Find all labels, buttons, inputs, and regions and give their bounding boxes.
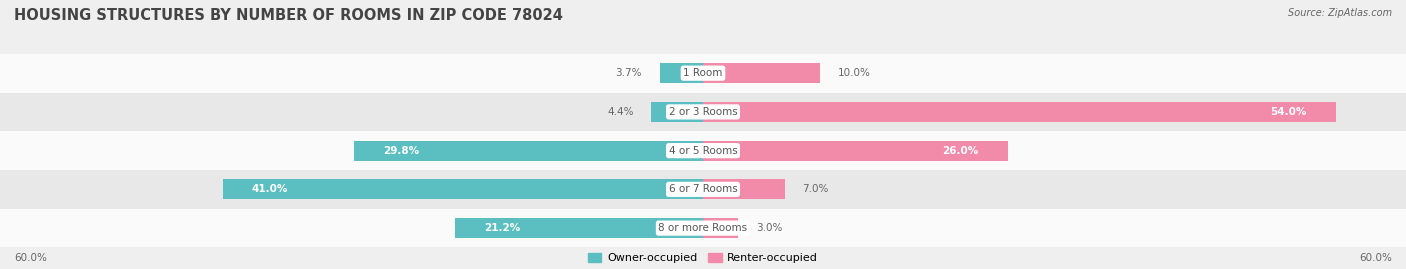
Text: 29.8%: 29.8% (382, 146, 419, 156)
Bar (703, 102, 1336, 122)
Bar (0, 131, 1406, 170)
Text: 10.0%: 10.0% (838, 68, 870, 78)
Bar (454, 218, 703, 238)
Bar (0, 93, 1406, 131)
Text: 1 Room: 1 Room (683, 68, 723, 78)
Text: 6 or 7 Rooms: 6 or 7 Rooms (669, 184, 737, 194)
Text: 4 or 5 Rooms: 4 or 5 Rooms (669, 146, 737, 156)
Text: HOUSING STRUCTURES BY NUMBER OF ROOMS IN ZIP CODE 78024: HOUSING STRUCTURES BY NUMBER OF ROOMS IN… (14, 8, 562, 23)
Text: 60.0%: 60.0% (1360, 253, 1392, 263)
Bar (354, 141, 703, 161)
Text: 3.0%: 3.0% (756, 223, 782, 233)
Bar (703, 218, 738, 238)
Text: 26.0%: 26.0% (942, 146, 979, 156)
Text: 41.0%: 41.0% (252, 184, 288, 194)
Bar (0, 209, 1406, 247)
Text: 60.0%: 60.0% (14, 253, 46, 263)
Legend: Owner-occupied, Renter-occupied: Owner-occupied, Renter-occupied (588, 253, 818, 263)
Text: 4.4%: 4.4% (607, 107, 634, 117)
Bar (703, 179, 785, 199)
Bar (659, 63, 703, 83)
Bar (0, 170, 1406, 209)
Bar (651, 102, 703, 122)
Bar (703, 141, 1008, 161)
Text: 21.2%: 21.2% (484, 223, 520, 233)
Bar (222, 179, 703, 199)
Bar (0, 54, 1406, 93)
Text: Source: ZipAtlas.com: Source: ZipAtlas.com (1288, 8, 1392, 18)
Bar (703, 63, 820, 83)
Text: 2 or 3 Rooms: 2 or 3 Rooms (669, 107, 737, 117)
Text: 7.0%: 7.0% (803, 184, 830, 194)
Text: 54.0%: 54.0% (1270, 107, 1306, 117)
Text: 3.7%: 3.7% (616, 68, 643, 78)
Text: 8 or more Rooms: 8 or more Rooms (658, 223, 748, 233)
